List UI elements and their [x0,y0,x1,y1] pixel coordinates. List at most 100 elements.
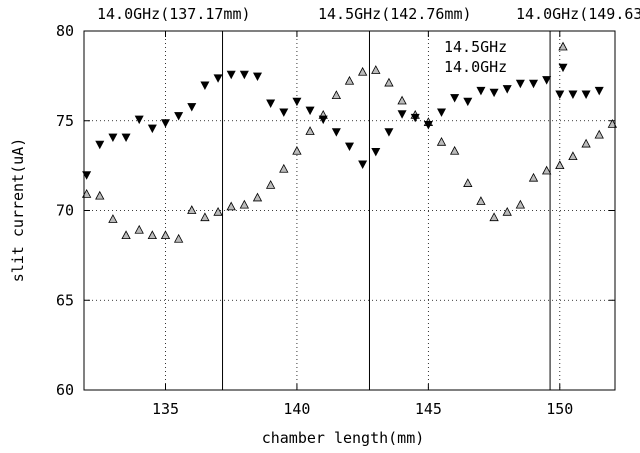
point-14-0ghz [147,124,157,134]
point-14-5ghz [581,138,591,148]
resonance-marker-label: 14.5GHz(142.76mm) [318,5,472,23]
point-14-5ghz [476,196,486,205]
point-14-0ghz [542,76,552,85]
x-tick-label: 150 [546,400,573,418]
legend-label: 14.0GHz [444,58,507,76]
resonance-marker-label: 14.0GHz(137.17mm) [97,5,251,23]
x-tick-label: 135 [152,400,179,418]
point-14-0ghz [555,90,565,99]
x-tick-labels: 135 140 145 150 [152,400,573,418]
legend-label: 14.5GHz [444,38,507,56]
y-tick-label: 65 [56,291,74,309]
y-tick-label: 75 [56,112,74,130]
point-14-5ghz [436,136,447,146]
point-14-5ghz [555,160,565,170]
point-14-5ghz [489,212,499,222]
point-14-0ghz [252,72,262,82]
point-14-0ghz [489,88,499,98]
x-tick-label: 140 [283,400,310,418]
resonance-marker-label: 14.0GHz(149.63mm) [516,5,640,23]
y-tick-label: 80 [56,22,74,40]
point-14-5ghz [279,163,289,173]
point-14-0ghz [529,79,539,89]
legend-marker-14-5ghz [558,41,568,51]
point-14-0ghz [292,97,302,107]
y-tick-labels: 60 65 70 75 80 [56,22,74,399]
point-14-5ghz [252,192,263,202]
point-14-0ghz [134,115,144,125]
point-14-5ghz [331,90,342,100]
point-14-0ghz [594,86,604,96]
data-points [81,65,618,243]
point-14-5ghz [108,214,118,223]
point-14-0ghz [397,110,407,119]
point-14-0ghz [581,90,591,99]
point-14-5ghz [528,172,539,182]
marker-labels: 14.0GHz(137.17mm) 14.5GHz(142.76mm) 14.0GH… [97,5,640,23]
legend: 14.5GHz 14.0GHz [444,38,568,76]
point-14-5ghz [371,65,381,74]
point-14-5ghz [173,233,184,243]
point-14-0ghz [226,70,236,80]
y-tick-label: 60 [56,381,74,399]
point-14-5ghz [463,178,473,187]
point-14-0ghz [502,85,512,94]
point-14-5ghz [607,118,618,128]
point-14-5ghz [357,66,368,76]
point-14-5ghz [95,190,105,200]
point-14-0ghz [160,119,170,128]
point-14-5ghz [134,224,144,234]
grid [84,30,615,391]
point-14-5ghz [187,205,197,214]
plot-frame [83,30,616,391]
point-14-5ghz [292,145,302,155]
point-14-5ghz [147,230,158,240]
point-14-0ghz [95,140,105,150]
point-14-0ghz [450,94,460,103]
point-14-5ghz [594,129,604,139]
point-14-0ghz [371,147,381,157]
point-14-5ghz [121,230,131,240]
point-14-0ghz [305,106,315,116]
point-14-0ghz [187,103,197,112]
point-14-5ghz [515,199,526,209]
point-14-5ghz [81,188,92,198]
y-axis-label: slit current(uA) [9,138,27,283]
point-14-0ghz [463,97,473,107]
x-axis-label: chamber length(mm) [262,429,425,447]
y-tick-label: 70 [56,202,74,220]
point-14-5ghz [397,95,407,105]
point-14-0ghz [318,115,328,125]
point-14-0ghz [358,160,368,169]
point-14-0ghz [384,128,394,137]
point-14-5ghz [265,180,276,189]
point-14-0ghz [476,86,486,96]
point-14-0ghz [423,121,433,130]
point-14-0ghz [279,108,289,117]
x-tick-label: 145 [415,400,442,418]
point-14-0ghz [410,113,420,123]
point-14-5ghz [213,206,223,216]
point-14-0ghz [345,142,354,152]
point-14-0ghz [108,133,118,143]
point-14-0ghz [200,81,210,90]
point-14-0ghz [121,133,131,143]
point-14-5ghz [384,77,394,87]
legend-marker-14-0ghz [558,63,568,73]
point-14-0ghz [213,74,223,83]
point-14-0ghz [515,79,525,89]
point-14-5ghz [160,230,171,240]
point-14-0ghz [174,112,184,121]
point-14-0ghz [266,99,276,108]
point-14-5ghz [305,126,315,135]
point-14-0ghz [82,171,92,180]
point-14-5ghz [541,165,552,175]
point-14-0ghz [239,70,249,80]
point-14-0ghz [437,108,447,117]
point-14-5ghz [568,151,578,161]
point-14-0ghz [331,128,341,137]
vertical-markers [222,31,551,390]
point-14-0ghz [568,90,578,99]
point-14-5ghz [226,201,236,211]
